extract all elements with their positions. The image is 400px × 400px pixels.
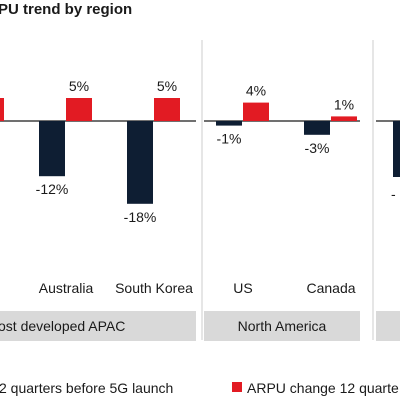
legend-swatch-after xyxy=(232,382,242,392)
data-label: -1% xyxy=(217,131,242,147)
bar-before-us xyxy=(216,121,242,126)
category-label: South Korea xyxy=(115,280,193,296)
category-label: US xyxy=(233,280,252,296)
data-label: -18% xyxy=(124,209,157,225)
bar-after-south-korea xyxy=(154,98,180,121)
bar-after-australia xyxy=(66,98,92,121)
data-label: 5% xyxy=(157,78,177,94)
legend-label-after: ARPU change 12 quarte xyxy=(247,380,399,396)
data-label: -3% xyxy=(305,140,330,156)
data-label-partial: - xyxy=(391,186,396,202)
data-label: 4% xyxy=(246,83,266,99)
group-band-north-america xyxy=(204,311,360,341)
bar-partial-left xyxy=(0,98,4,121)
group-band-next xyxy=(376,311,400,341)
bar-before-south-korea xyxy=(127,121,153,204)
group-band-apac xyxy=(0,311,196,341)
bar-after-canada xyxy=(331,116,357,121)
data-label: -12% xyxy=(36,181,69,197)
category-label: Canada xyxy=(306,280,355,296)
bar-partial-right xyxy=(393,121,400,177)
bar-before-australia xyxy=(39,121,65,177)
group-label-apac: ost developed APAC xyxy=(0,318,125,334)
chart-title: PU trend by region xyxy=(0,1,132,18)
data-label: 5% xyxy=(69,78,89,94)
group-label-north-america: North America xyxy=(238,318,327,334)
bar-before-canada xyxy=(304,121,330,135)
category-label: Australia xyxy=(39,280,94,296)
bar-after-us xyxy=(243,102,269,121)
legend-label-before: 2 quarters before 5G launch xyxy=(0,380,173,396)
data-label: 1% xyxy=(334,96,354,112)
